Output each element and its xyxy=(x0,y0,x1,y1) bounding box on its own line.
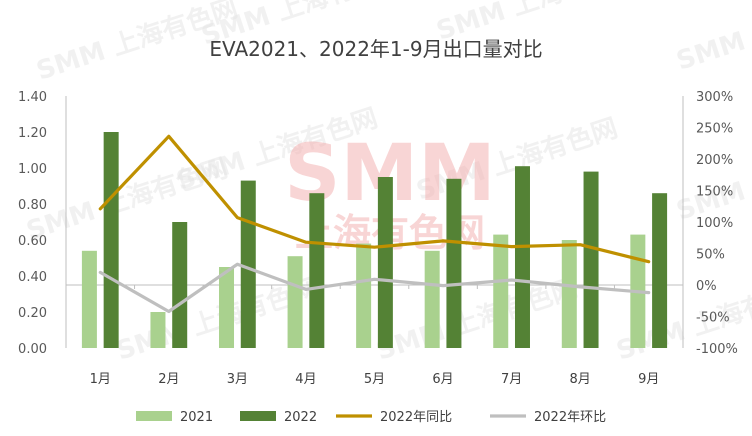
watermark-text: SMM 上海有色网 xyxy=(673,132,752,226)
legend-label: 2022年同比 xyxy=(380,410,452,425)
left-tick-label: 0.00 xyxy=(18,342,47,357)
left-tick-label: 1.20 xyxy=(18,126,47,141)
left-tick-label: 0.80 xyxy=(18,198,47,213)
category-label: 1月 xyxy=(90,372,111,387)
bar-2022 xyxy=(309,193,325,348)
bar-2021 xyxy=(219,267,235,348)
chart-title: EVA2021、2022年1-9月出口量对比 xyxy=(209,37,542,61)
category-label: 3月 xyxy=(227,372,248,387)
bar-layer xyxy=(81,132,668,348)
legend: 2021 2022 2022年同比 2022年环比 xyxy=(136,410,606,425)
legend-swatch-2022 xyxy=(240,411,276,421)
right-tick-label: -100% xyxy=(696,342,738,357)
category-label: 9月 xyxy=(638,372,659,387)
category-label: 7月 xyxy=(501,372,522,387)
left-tick-label: 0.40 xyxy=(18,270,47,285)
bar-2022 xyxy=(240,180,256,348)
bar-2022 xyxy=(377,177,393,348)
left-tick-label: 0.60 xyxy=(18,234,47,249)
left-tick-label: 1.00 xyxy=(18,162,47,177)
bar-2022 xyxy=(514,166,530,348)
bar-2022 xyxy=(172,222,188,348)
legend-label: 2022年环比 xyxy=(534,410,606,425)
category-label: 8月 xyxy=(570,372,591,387)
left-tick-label: 1.40 xyxy=(18,90,47,105)
right-tick-label: -50% xyxy=(696,311,730,326)
right-tick-label: 50% xyxy=(696,248,725,263)
right-tick-label: 300% xyxy=(696,90,733,105)
bar-2022 xyxy=(446,178,462,348)
right-tick-label: 100% xyxy=(696,216,733,231)
category-label: 2月 xyxy=(158,372,179,387)
bar-2021 xyxy=(81,250,97,348)
legend-label: 2022 xyxy=(284,410,317,425)
legend-label: 2021 xyxy=(180,410,213,425)
bar-2021 xyxy=(150,312,166,348)
bar-2021 xyxy=(356,243,372,348)
bar-2022 xyxy=(652,193,668,348)
line-layer xyxy=(98,134,651,314)
bar-2021 xyxy=(287,256,303,348)
bar-2022 xyxy=(103,132,119,348)
category-label: 4月 xyxy=(295,372,316,387)
axis-layer: 0.00 0.20 0.40 0.60 0.80 1.00 1.20 1.40 -100% -50… xyxy=(18,90,738,387)
legend-swatch-2021 xyxy=(136,411,172,421)
right-tick-label: 250% xyxy=(696,122,733,137)
bar-2022 xyxy=(583,171,599,348)
category-label: 6月 xyxy=(432,372,453,387)
right-tick-label: 150% xyxy=(696,185,733,200)
bar-2021 xyxy=(424,250,440,348)
left-tick-label: 0.20 xyxy=(18,306,47,321)
right-tick-label: 0% xyxy=(696,279,717,294)
right-tick-label: 200% xyxy=(696,153,733,168)
bar-2021 xyxy=(493,234,509,348)
bar-2021 xyxy=(561,240,577,348)
category-label: 5月 xyxy=(364,372,385,387)
watermark-text: SMM 上海有色网 xyxy=(673,0,752,77)
